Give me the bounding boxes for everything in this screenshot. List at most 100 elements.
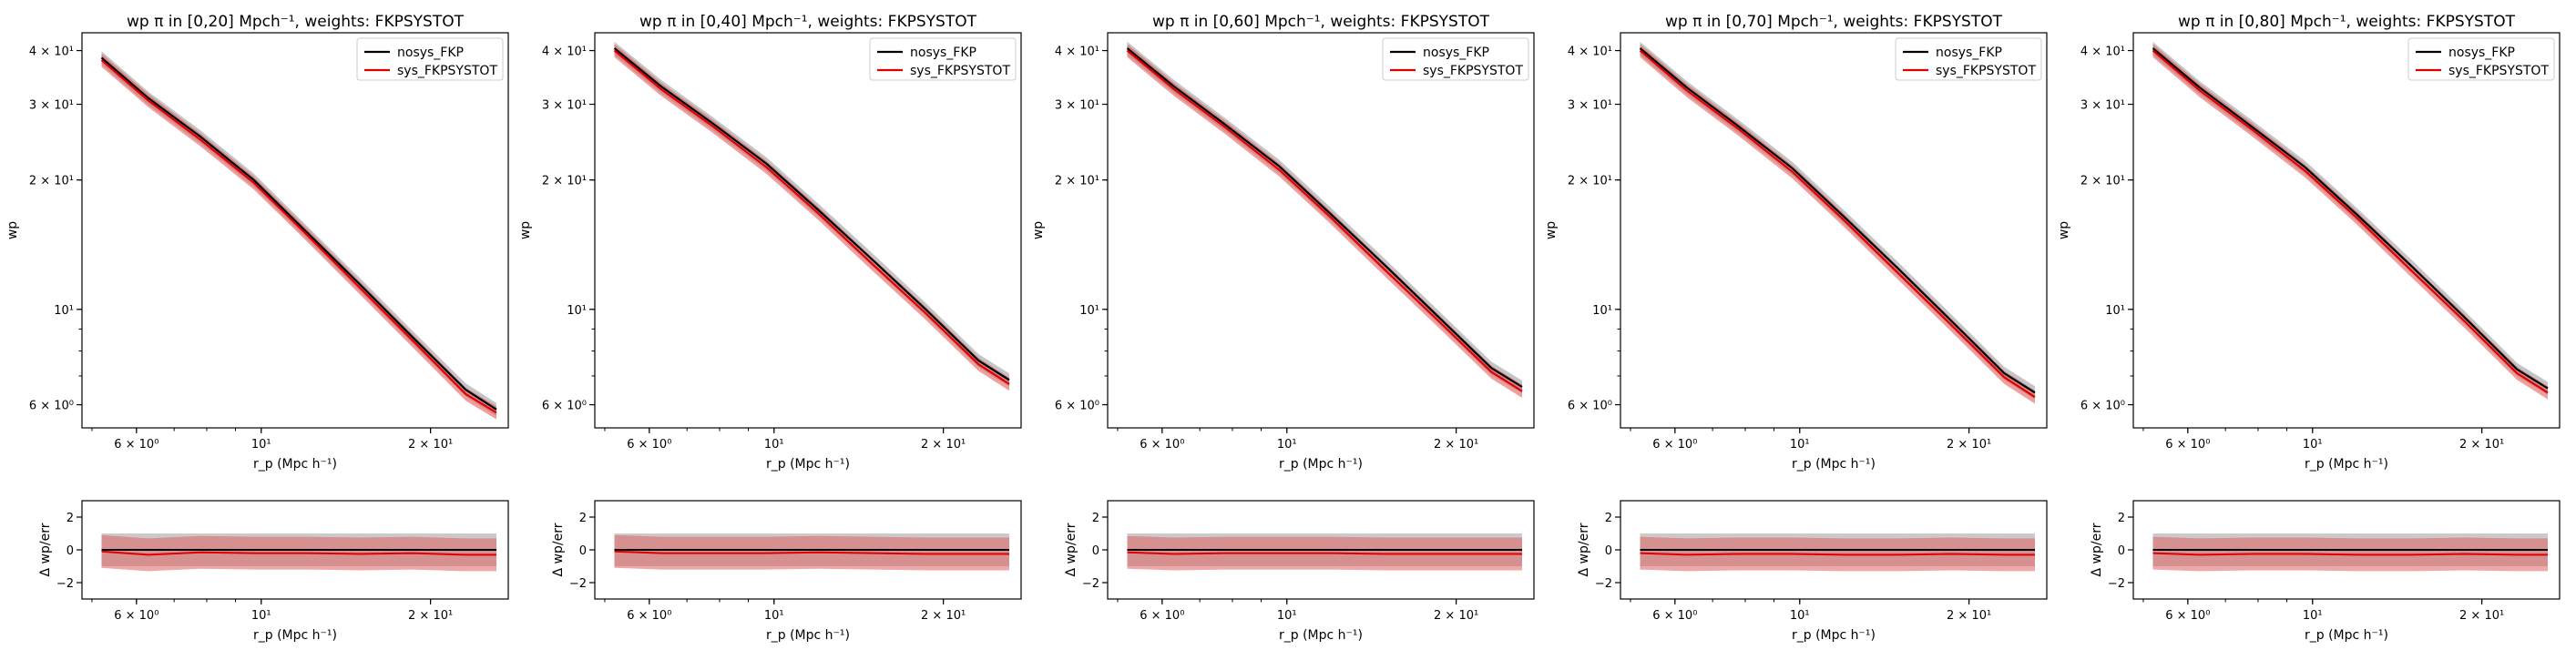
panel-title: wp π in [0,80] Mpch⁻¹, weights: FKPSYSTO… [2178,13,2516,31]
residual-line-sys_FKPSYSTOT [1640,552,2035,556]
panel-title: wp π in [0,60] Mpch⁻¹, weights: FKPSYSTO… [1152,13,1490,31]
legend-box [356,37,504,81]
series-line-sys_FKPSYSTOT [100,59,497,414]
y-tick-label: 0 [579,544,587,558]
y-tick-label: 6 × 10⁰ [29,400,74,413]
panel-4: wp π in [0,70] Mpch⁻¹, weights: FKPSYSTO… [1544,13,2048,643]
legend-label: sys_FKPSYSTOT [1936,64,2036,78]
x-tick-label: 10¹ [1277,609,1297,623]
x-tick-label: 2 × 10¹ [1434,438,1478,452]
legend-label: nosys_FKP [2448,46,2515,60]
residual-axes: 2 0 −2 6 × 10⁰ 10¹ 2 × 10¹ r_p (Mpc h⁻¹) Δ wp/e… [551,500,1022,643]
legend: nosys_FKP sys_FKPSYSTOT [1895,37,2042,81]
panel-5: wp π in [0,80] Mpch⁻¹, weights: FKPSYSTO… [2057,13,2561,643]
residual-line-sys_FKPSYSTOT [614,550,1009,555]
y-axis-label: wp [2057,221,2071,239]
x-tick-label: 10¹ [1277,438,1297,452]
x-tick-label: 6 × 10⁰ [1652,609,1697,623]
x-tick-label: 10¹ [2303,438,2323,452]
legend-box [1895,37,2042,81]
x-axis-label: r_p (Mpc h⁻¹) [2305,457,2388,472]
x-tick-label: 2 × 10¹ [408,438,453,452]
y-tick-label: 2 [66,512,74,525]
main-plot-frame [1620,32,2048,429]
y-tick-label: 2 × 10¹ [1568,175,1612,188]
y-tick-label: 2 [2118,512,2125,525]
legend-label: sys_FKPSYSTOT [2448,64,2549,78]
panel-1: wp π in [0,20] Mpch⁻¹, weights: FKPSYSTO… [5,13,509,643]
error-band-sys_FKPSYSTOT [2152,44,2548,400]
x-tick-label: 10¹ [764,609,784,623]
y-tick-label: 0 [2118,544,2125,558]
legend-label: nosys_FKP [1423,46,1489,60]
x-tick-label: 6 × 10⁰ [2165,609,2210,623]
series-line-nosys_FKP [1639,47,2036,394]
x-tick-label: 2 × 10¹ [921,438,966,452]
y-axis-label: wp [518,221,533,239]
y-tick-label: 10¹ [567,304,587,318]
y-axis-label: Δ wp/err [1577,523,1591,576]
y-tick-label: 4 × 10¹ [1055,46,1099,59]
y-tick-label: 2 [1605,512,1612,525]
y-tick-label: 10¹ [54,304,74,318]
panel-2: wp π in [0,40] Mpch⁻¹, weights: FKPSYSTO… [518,13,1022,643]
y-tick-label: 4 × 10¹ [542,46,587,59]
y-tick-label: 2 [579,512,587,525]
x-tick-label: 2 × 10¹ [921,609,966,623]
y-tick-label: 2 × 10¹ [29,175,74,188]
main-axes: 6 × 10⁰ 10¹ 2 × 10¹ 3 × 10¹ 4 × 10¹ 6 × 10⁰ 10… [1544,32,2048,472]
x-tick-label: 10¹ [764,438,784,452]
x-axis-label: r_p (Mpc h⁻¹) [766,628,850,643]
y-tick-label: −2 [1595,577,1612,591]
residual-axes: 2 0 −2 6 × 10⁰ 10¹ 2 × 10¹ r_p (Mpc h⁻¹) Δ wp/e… [1577,500,2048,643]
error-band-sys_FKPSYSTOT [1127,44,1522,398]
y-tick-label: 6 × 10⁰ [1055,400,1099,413]
residual-line-sys_FKPSYSTOT [101,550,496,556]
main-axes: 6 × 10⁰ 10¹ 2 × 10¹ 3 × 10¹ 4 × 10¹ 6 × 10⁰ 10… [5,32,509,472]
y-axis-label: Δ wp/err [2090,523,2104,576]
panel-title: wp π in [0,70] Mpch⁻¹, weights: FKPSYSTO… [1665,13,2003,31]
y-tick-label: 3 × 10¹ [1055,99,1099,113]
x-tick-label: 6 × 10⁰ [114,438,158,452]
legend-label: sys_FKPSYSTOT [1423,64,1523,78]
series-line-sys_FKPSYSTOT [613,49,1010,385]
x-tick-label: 6 × 10⁰ [1140,609,1184,623]
y-tick-label: −2 [1082,577,1099,591]
series-line-nosys_FKP [100,56,497,411]
y-tick-label: −2 [2108,577,2125,591]
y-axis-label: Δ wp/err [1064,523,1078,576]
y-tick-label: 10¹ [1079,304,1099,318]
series-line-sys_FKPSYSTOT [2152,49,2549,394]
y-tick-label: 3 × 10¹ [542,99,587,113]
residual-axes: 2 0 −2 6 × 10⁰ 10¹ 2 × 10¹ r_p (Mpc h⁻¹) Δ wp/e… [1064,500,1535,643]
residual-axes: 2 0 −2 6 × 10⁰ 10¹ 2 × 10¹ r_p (Mpc h⁻¹) Δ wp/e… [38,500,509,643]
residual-line-sys_FKPSYSTOT [1127,551,1522,555]
x-tick-label: 6 × 10⁰ [627,438,671,452]
y-tick-label: 3 × 10¹ [29,99,74,113]
y-tick-label: 6 × 10⁰ [2080,400,2125,413]
y-axis-label: Δ wp/err [551,523,566,576]
x-axis-label: r_p (Mpc h⁻¹) [1279,628,1363,643]
x-tick-label: 10¹ [1790,438,1810,452]
legend: nosys_FKP sys_FKPSYSTOT [869,37,1017,81]
y-tick-label: 3 × 10¹ [2080,99,2125,113]
legend-label: nosys_FKP [1936,46,2002,60]
residual-axes: 2 0 −2 6 × 10⁰ 10¹ 2 × 10¹ r_p (Mpc h⁻¹) Δ wp/e… [2090,500,2561,643]
x-tick-label: 2 × 10¹ [2459,438,2504,452]
y-axis-label: wp [5,221,20,239]
legend: nosys_FKP sys_FKPSYSTOT [2407,37,2555,81]
main-plot-frame [1107,32,1535,429]
y-tick-label: 6 × 10⁰ [1568,400,1612,413]
y-tick-label: 10¹ [2105,304,2125,318]
legend-label: nosys_FKP [910,46,976,60]
panel-title: wp π in [0,20] Mpch⁻¹, weights: FKPSYSTO… [127,13,465,31]
x-tick-label: 10¹ [2303,609,2323,623]
series-line-nosys_FKP [1126,47,1523,388]
legend: nosys_FKP sys_FKPSYSTOT [356,37,504,81]
x-tick-label: 6 × 10⁰ [114,609,158,623]
y-axis-label: wp [1544,221,1559,239]
series-line-nosys_FKP [2152,47,2549,390]
main-plot-frame [594,32,1022,429]
x-tick-label: 6 × 10⁰ [627,609,671,623]
legend-box [869,37,1017,81]
